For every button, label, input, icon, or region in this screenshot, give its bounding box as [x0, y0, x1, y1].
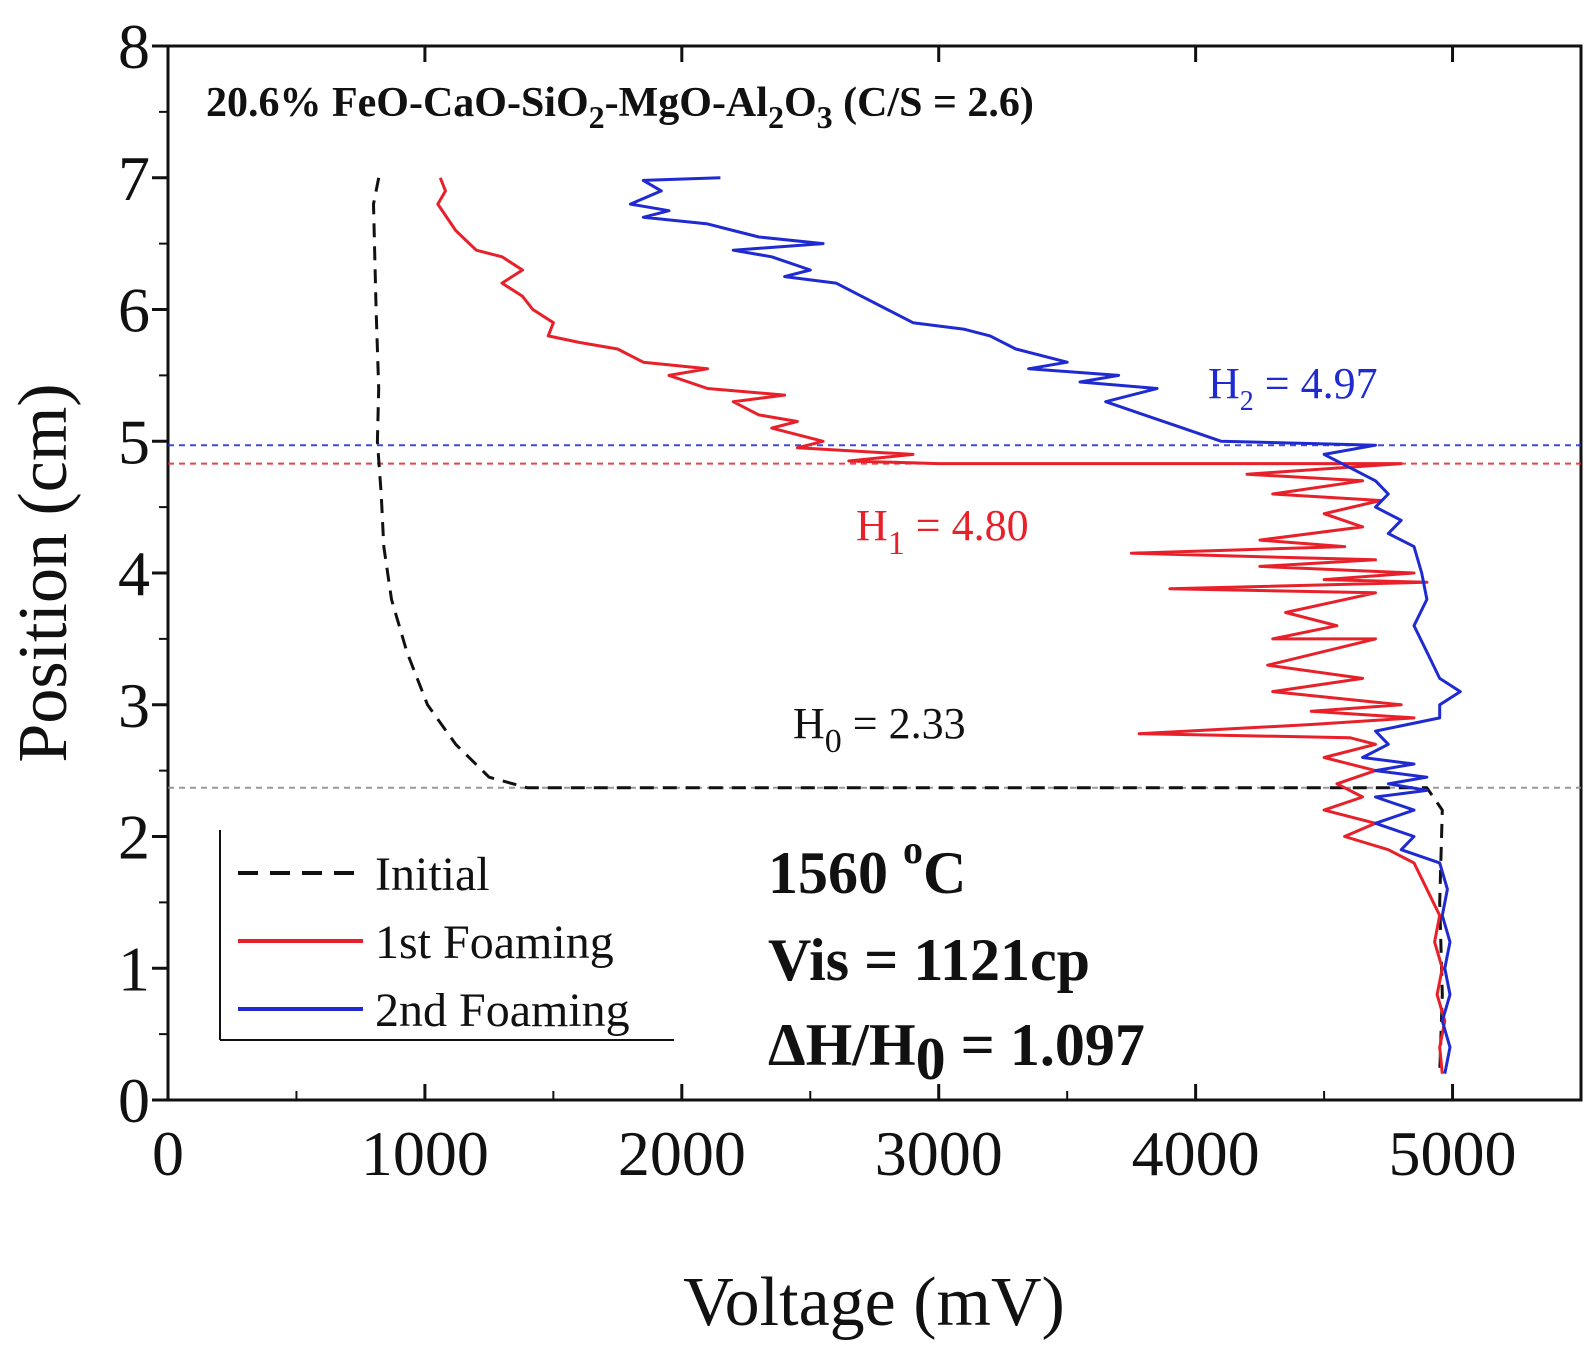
x-tick-label: 0 — [152, 1118, 184, 1189]
series-2nd-foaming — [628, 176, 1462, 1074]
series-initial — [372, 177, 1444, 1074]
h1-annotation: H1 = 4.80 — [856, 501, 1029, 562]
title-part-b: -MgO-Al — [605, 80, 768, 126]
x-tick-label: 1000 — [361, 1118, 489, 1189]
y-tick-label: 2 — [118, 802, 150, 873]
viscosity-label: Vis = 1121cp — [768, 927, 1090, 993]
y-tick-label: 7 — [118, 143, 150, 214]
legend-label-first: 1st Foaming — [375, 916, 614, 969]
legend: Initial 1st Foaming 2nd Foaming — [219, 830, 674, 1041]
title-part-d: (C/S = 2.6) — [833, 80, 1034, 126]
y-axis: 0 1 2 3 4 5 6 7 8 — [118, 11, 168, 1136]
x-axis: 0 1000 2000 3000 4000 5000 — [152, 46, 1517, 1189]
y-tick-label: 3 — [118, 670, 150, 741]
title-sub-2: 2 — [589, 99, 605, 135]
temperature-label: 1560 oC — [768, 827, 966, 906]
title-sub-3: 3 — [817, 99, 833, 135]
y-tick-label: 4 — [118, 538, 150, 609]
x-tick-label: 2000 — [618, 1118, 746, 1189]
x-axis-title: Voltage (mV) — [683, 1264, 1065, 1341]
y-tick-label: 6 — [118, 275, 150, 346]
series-group — [372, 176, 1462, 1074]
x-tick-label: 4000 — [1132, 1118, 1260, 1189]
title-sub-2b: 2 — [768, 99, 784, 135]
legend-label-initial: Initial — [375, 848, 490, 901]
y-tick-label: 8 — [118, 11, 150, 82]
y-tick-label: 0 — [118, 1065, 150, 1136]
x-tick-label: 3000 — [875, 1118, 1003, 1189]
title-part-a: 20.6% FeO-CaO-SiO — [206, 80, 589, 126]
y-tick-label: 5 — [118, 406, 150, 477]
y-tick-label: 1 — [118, 933, 150, 1004]
y-axis-title: Position (cm) — [5, 383, 82, 762]
series-1st-foaming — [436, 177, 1447, 1074]
h0-annotation: H0 = 2.33 — [793, 699, 966, 760]
x-tick-label: 5000 — [1389, 1118, 1517, 1189]
legend-label-second: 2nd Foaming — [375, 984, 630, 1037]
title-part-c: O — [784, 80, 817, 126]
ratio-label: ΔH/H0 = 1.097 — [768, 1012, 1145, 1092]
h2-annotation: H2 = 4.97 — [1208, 359, 1378, 417]
chart-title: 20.6% FeO-CaO-SiO2-MgO-Al2O3 (C/S = 2.6) — [206, 80, 1034, 135]
